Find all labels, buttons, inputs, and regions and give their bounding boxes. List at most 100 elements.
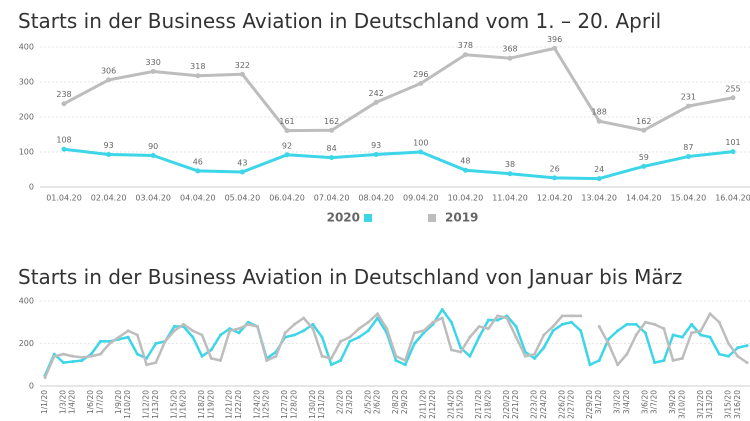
point <box>606 342 610 345</box>
data-label: 90 <box>148 142 158 151</box>
data-label: 59 <box>639 153 649 162</box>
point <box>418 80 424 86</box>
point <box>551 329 555 333</box>
y-tick-label: 200 <box>19 113 34 122</box>
point <box>507 55 513 61</box>
x-tick-label: 1/4/20 <box>68 390 77 414</box>
point <box>117 335 121 339</box>
point <box>468 354 472 358</box>
x-tick-label: 1/27/20 <box>280 390 289 419</box>
point <box>551 325 555 328</box>
point <box>440 316 444 320</box>
point <box>150 69 156 74</box>
x-tick-label: 2/14/20 <box>446 390 455 419</box>
point <box>106 151 112 157</box>
x-tick-label: 04.04.20 <box>180 194 216 203</box>
point <box>106 77 112 83</box>
x-tick-label: 3/16/20 <box>733 390 742 419</box>
x-tick-label: 1/30/20 <box>308 390 317 419</box>
x-tick-label: 11.04.20 <box>492 194 528 203</box>
point <box>570 320 573 324</box>
point <box>449 348 453 352</box>
x-tick-label: 1/1/20 <box>40 390 49 414</box>
data-label: 38 <box>505 160 515 169</box>
point <box>284 128 290 134</box>
point <box>412 342 416 345</box>
x-tick-label: 3/3/20 <box>613 390 622 414</box>
x-tick-label: 1/21/20 <box>225 390 234 419</box>
point <box>195 73 201 79</box>
data-label: 188 <box>592 108 607 117</box>
x-tick-label: 2/15/20 <box>456 390 465 419</box>
y-tick-label: 400 <box>19 43 34 52</box>
point <box>239 71 245 77</box>
x-tick-label: 1/31/20 <box>317 390 326 419</box>
point <box>745 361 749 365</box>
point <box>61 146 67 152</box>
data-label: 242 <box>369 89 384 98</box>
legend-label: 2020 <box>327 211 360 225</box>
point <box>671 333 675 337</box>
point <box>71 360 75 364</box>
data-label: 161 <box>279 117 294 126</box>
point <box>292 333 296 337</box>
x-tick-label: 2/27/20 <box>567 390 576 419</box>
point <box>265 359 269 362</box>
point <box>80 359 84 362</box>
point <box>52 354 56 358</box>
x-tick-label: 16.04.20 <box>715 194 750 203</box>
x-tick-label: 3/12/20 <box>696 390 705 419</box>
series-line <box>598 312 748 366</box>
point <box>172 329 176 333</box>
x-tick-label: 2/21/20 <box>511 390 520 419</box>
x-tick-label: 03.04.20 <box>135 194 171 203</box>
point <box>126 329 130 333</box>
point <box>717 320 721 324</box>
point <box>154 361 158 365</box>
point <box>699 329 703 333</box>
point <box>219 359 222 362</box>
x-tick-label: 1/18/20 <box>197 390 206 419</box>
point <box>283 331 287 335</box>
x-tick-label: 1/28/20 <box>289 390 298 419</box>
x-tick-label: 3/7/20 <box>650 390 659 414</box>
point <box>61 361 65 365</box>
point <box>348 339 352 343</box>
x-tick-label: 1/7/20 <box>95 390 104 414</box>
point <box>209 348 213 352</box>
legend-swatch <box>428 214 436 222</box>
x-tick-label: 2/5/20 <box>363 390 372 414</box>
x-tick-label: 2/20/20 <box>502 390 511 419</box>
y-tick-label: 300 <box>19 78 34 87</box>
point <box>496 314 500 318</box>
point <box>329 155 335 161</box>
point <box>376 312 380 316</box>
point <box>597 325 601 328</box>
point <box>403 363 407 367</box>
data-label: 368 <box>502 45 517 54</box>
point <box>477 335 481 339</box>
point <box>329 356 333 360</box>
x-tick-label: 2/2/20 <box>336 390 345 414</box>
data-label: 162 <box>324 117 339 126</box>
point <box>237 331 241 335</box>
point <box>302 316 306 320</box>
y-tick-label: 0 <box>29 183 34 192</box>
x-tick-label: 1/6/20 <box>86 390 95 414</box>
x-tick-label: 01.04.20 <box>46 194 82 203</box>
point <box>329 363 333 367</box>
point <box>394 354 398 358</box>
point <box>468 335 472 339</box>
point <box>708 335 712 339</box>
point <box>373 151 379 157</box>
point <box>514 325 518 328</box>
x-tick-label: 2/9/20 <box>400 390 409 414</box>
y-tick-label: 200 <box>19 339 34 348</box>
data-label: 306 <box>101 66 116 75</box>
point <box>61 352 65 356</box>
point <box>643 320 647 324</box>
point <box>366 320 370 324</box>
point <box>507 171 513 177</box>
point <box>462 167 468 173</box>
x-tick-label: 13.04.20 <box>581 194 617 203</box>
